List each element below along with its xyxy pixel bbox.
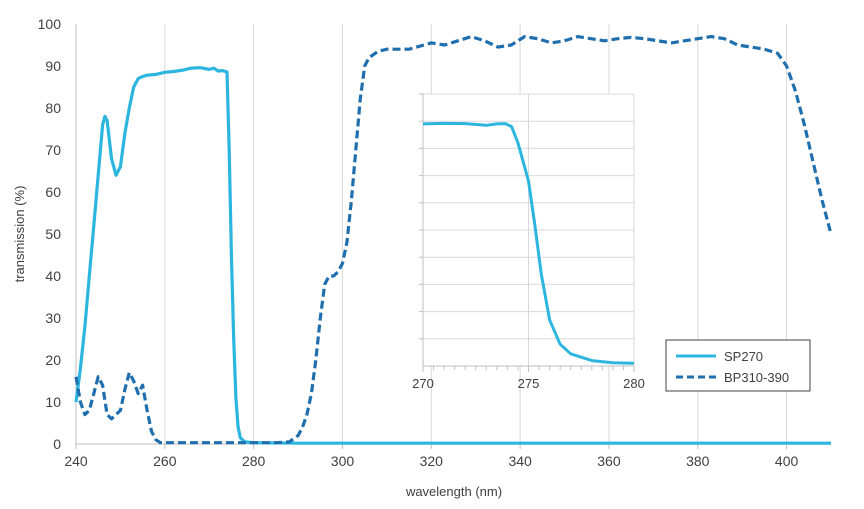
- main-y-tick-labels: 0 10 20 30 40 50 60 70 80 90 100: [38, 16, 62, 452]
- inset-x-tick-label-275: 275: [518, 376, 540, 391]
- x-tick-label-400: 400: [775, 453, 799, 469]
- main-series: [74, 34, 833, 445]
- y-tick-label-40: 40: [45, 268, 61, 284]
- main-x-tick-labels: 240 260 280 300 320 340 360 380 400: [64, 453, 798, 469]
- y-tick-label-10: 10: [45, 394, 61, 410]
- y-tick-label-50: 50: [45, 226, 61, 242]
- y-tick-label-60: 60: [45, 184, 61, 200]
- y-tick-label-80: 80: [45, 100, 61, 116]
- x-tick-label-320: 320: [420, 453, 444, 469]
- y-tick-label-100: 100: [38, 16, 62, 32]
- x-tick-label-280: 280: [242, 453, 266, 469]
- y-tick-label-90: 90: [45, 58, 61, 74]
- y-tick-label-30: 30: [45, 310, 61, 326]
- x-tick-label-300: 300: [331, 453, 355, 469]
- inset-series: [422, 121, 635, 365]
- x-tick-label-360: 360: [597, 453, 621, 469]
- y-axis-title: transmission (%): [12, 186, 27, 283]
- inset-x-tick-label-270: 270: [412, 376, 434, 391]
- inset-x-tick-label-280: 280: [623, 376, 645, 391]
- x-tick-label-260: 260: [153, 453, 177, 469]
- y-tick-label-0: 0: [53, 436, 61, 452]
- inset-gridlines: [419, 93, 635, 372]
- inset-x-tick-labels: 270 275 280: [412, 376, 645, 391]
- y-tick-label-70: 70: [45, 142, 61, 158]
- legend-label-sp270: SP270: [724, 349, 763, 364]
- x-tick-label-380: 380: [686, 453, 710, 469]
- legend-label-bp310-390: BP310-390: [724, 370, 789, 385]
- y-tick-label-20: 20: [45, 352, 61, 368]
- legend: SP270 BP310-390: [665, 339, 811, 392]
- x-tick-label-240: 240: [64, 453, 88, 469]
- inset-series-line-sp270: [422, 121, 635, 365]
- x-tick-label-340: 340: [508, 453, 532, 469]
- series-line-bp310-390: [74, 34, 833, 445]
- x-axis-title: wavelength (nm): [405, 484, 502, 499]
- inset-plot: 270 275 280: [412, 93, 645, 391]
- legend-box: [665, 339, 811, 392]
